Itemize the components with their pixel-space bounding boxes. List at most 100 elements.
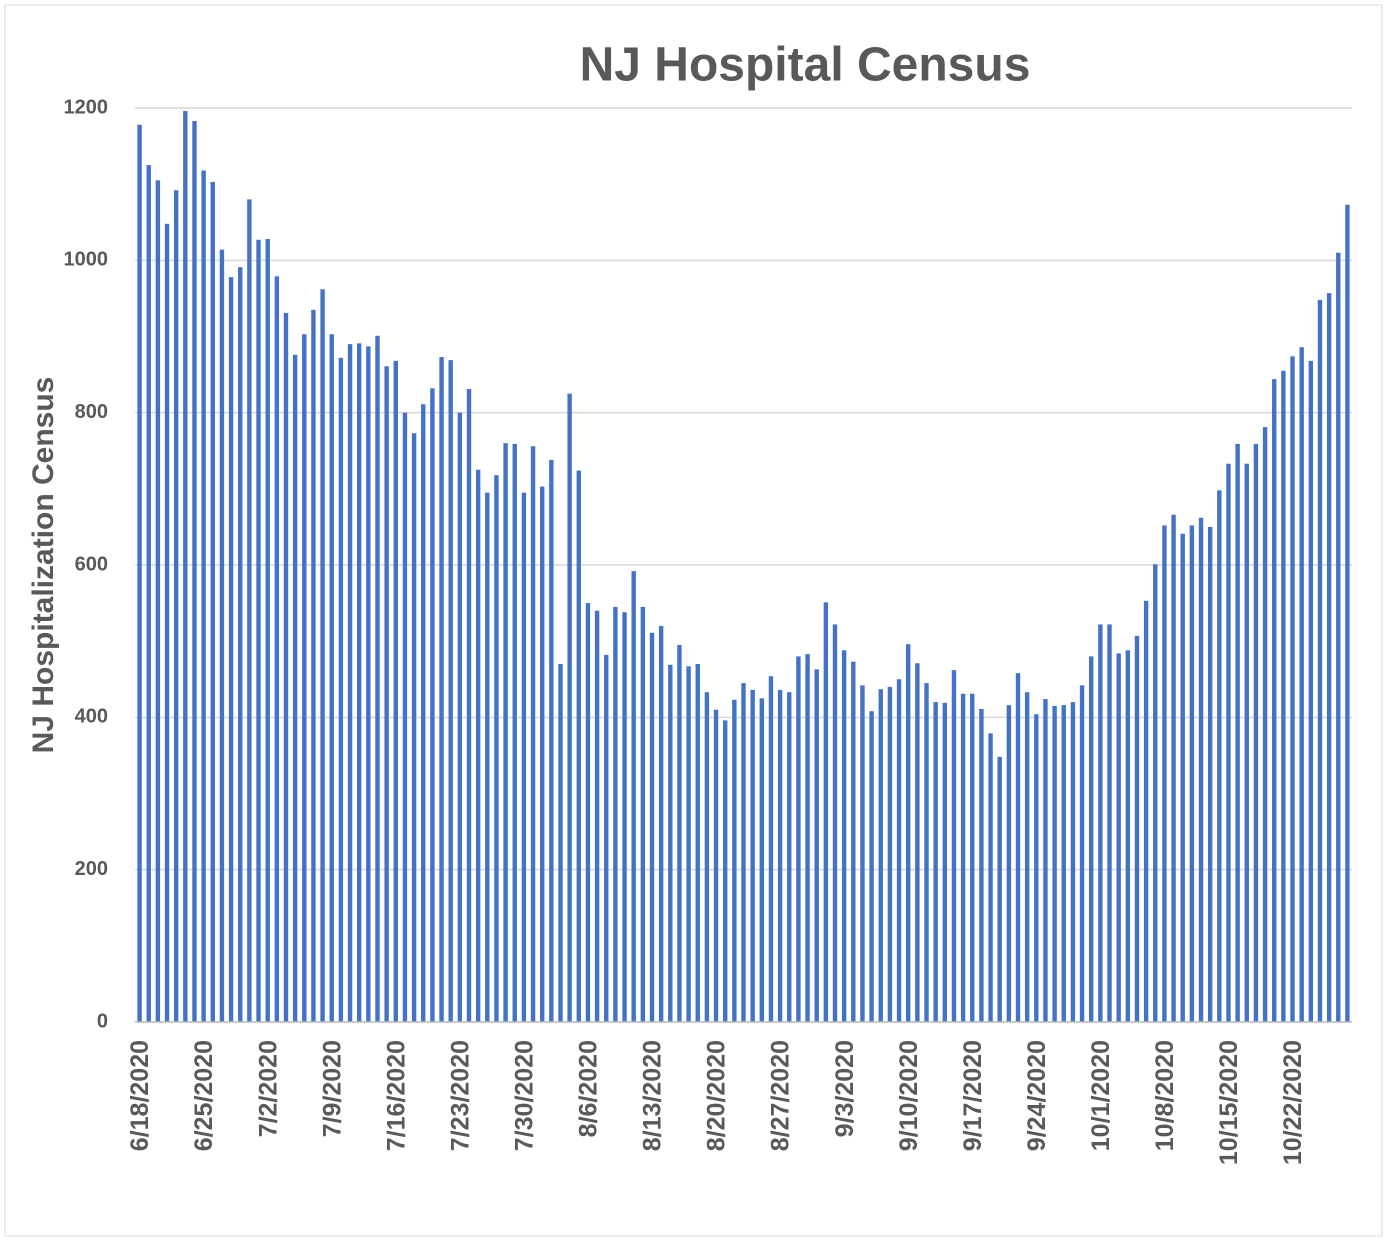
bar xyxy=(1162,525,1167,1022)
bar xyxy=(1070,702,1076,1022)
bar xyxy=(338,357,344,1022)
y-tick-label: 1200 xyxy=(64,96,109,118)
bar xyxy=(704,692,710,1022)
bar xyxy=(576,470,581,1022)
bar xyxy=(787,692,792,1022)
bar xyxy=(567,393,572,1022)
bar xyxy=(265,239,270,1023)
bar xyxy=(356,343,362,1023)
x-tick-label: 9/24/2020 xyxy=(1023,1040,1051,1151)
bar xyxy=(448,360,453,1022)
x-tick-label: 9/3/2020 xyxy=(831,1040,859,1137)
bar xyxy=(832,624,838,1022)
bar xyxy=(878,689,883,1022)
x-tick-label: 8/13/2020 xyxy=(639,1040,667,1151)
bar xyxy=(283,312,289,1023)
bar xyxy=(979,708,984,1022)
bar xyxy=(768,676,774,1022)
bar xyxy=(1317,299,1323,1022)
bar xyxy=(210,181,215,1023)
bar xyxy=(549,459,554,1022)
bar xyxy=(759,698,765,1022)
bar xyxy=(1107,624,1112,1022)
bar xyxy=(750,689,755,1022)
bar xyxy=(1180,533,1185,1022)
bar xyxy=(1235,443,1240,1022)
bar xyxy=(1290,356,1295,1022)
y-tick-label: 0 xyxy=(97,1010,108,1032)
bar xyxy=(649,632,655,1022)
x-tick-label: 9/10/2020 xyxy=(895,1040,923,1151)
bar xyxy=(155,180,161,1022)
bar xyxy=(896,679,902,1022)
bar xyxy=(622,612,627,1022)
bar xyxy=(393,360,398,1023)
x-tick-label: 6/18/2020 xyxy=(126,1040,154,1151)
bar xyxy=(1116,653,1121,1022)
bar xyxy=(997,756,1002,1022)
bar xyxy=(1153,564,1158,1022)
bar xyxy=(1326,293,1332,1023)
bar xyxy=(183,111,188,1022)
x-tick-label: 7/9/2020 xyxy=(318,1040,346,1137)
x-tick-label: 7/23/2020 xyxy=(446,1040,474,1151)
chart-border xyxy=(4,4,1383,1237)
bar xyxy=(951,670,957,1022)
bar xyxy=(439,357,444,1022)
bar xyxy=(329,334,334,1023)
bar xyxy=(1043,699,1048,1022)
bar xyxy=(906,644,911,1022)
y-axis-label: NJ Hospitalization Census xyxy=(27,377,60,754)
x-tick-label: 8/6/2020 xyxy=(575,1040,603,1137)
bar xyxy=(1262,427,1268,1023)
bar xyxy=(1143,600,1149,1022)
bar xyxy=(805,654,810,1022)
bar xyxy=(1345,204,1350,1022)
bar xyxy=(320,289,325,1022)
bar xyxy=(1171,514,1176,1022)
bar xyxy=(915,663,920,1022)
bar xyxy=(485,492,490,1022)
bar xyxy=(851,661,856,1022)
bar xyxy=(411,433,417,1022)
bar xyxy=(137,124,142,1023)
bar xyxy=(1189,525,1195,1022)
bar xyxy=(475,469,481,1023)
bar xyxy=(1125,650,1131,1022)
bar xyxy=(1198,517,1204,1022)
bar xyxy=(668,664,673,1022)
bar xyxy=(530,446,536,1022)
bar xyxy=(970,693,975,1022)
bar xyxy=(201,170,206,1022)
y-tick-label: 800 xyxy=(75,401,108,423)
x-tick-label: 10/1/2020 xyxy=(1087,1040,1115,1151)
x-tick-label: 9/17/2020 xyxy=(959,1040,987,1151)
chart-title: NJ Hospital Census xyxy=(580,39,1031,92)
bar xyxy=(247,199,252,1022)
bar xyxy=(421,404,426,1022)
bar xyxy=(1089,656,1094,1022)
bar xyxy=(942,702,948,1022)
bar xyxy=(594,610,600,1022)
bar xyxy=(1006,705,1012,1022)
bar xyxy=(164,223,170,1023)
x-tick-label: 7/2/2020 xyxy=(254,1040,282,1137)
bar xyxy=(686,666,691,1022)
bar xyxy=(887,686,893,1022)
bar xyxy=(1226,463,1231,1022)
bar xyxy=(311,309,316,1022)
bar xyxy=(732,699,737,1022)
bar xyxy=(613,606,618,1022)
bar xyxy=(860,685,865,1022)
bar xyxy=(1061,705,1066,1022)
bar xyxy=(933,702,938,1022)
bar xyxy=(1281,370,1286,1022)
y-tick-label: 1000 xyxy=(64,249,109,271)
bar xyxy=(1217,490,1222,1022)
bar xyxy=(960,693,966,1022)
bar xyxy=(988,733,993,1022)
bar xyxy=(173,190,179,1022)
bar xyxy=(1015,673,1021,1022)
bar xyxy=(869,711,874,1022)
bar xyxy=(1207,526,1213,1022)
